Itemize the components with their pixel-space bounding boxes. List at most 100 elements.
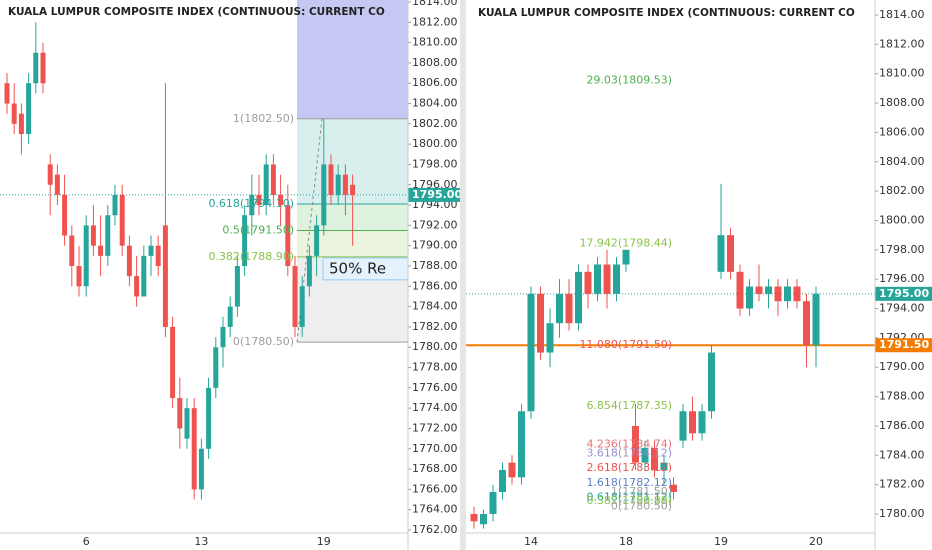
candle-body [698, 411, 706, 434]
chart-title: KUALA LUMPUR COMPOSITE INDEX (CONTINUOUS… [8, 6, 385, 18]
fib-label: 0.618(1781.12) [586, 491, 672, 504]
fib-label: 1(1781.50) [611, 485, 672, 498]
candle-body [141, 255, 147, 297]
fib-label: 0(1780.50) [611, 500, 672, 513]
candle-body [62, 194, 68, 236]
candle-body [321, 164, 327, 226]
chart-title: KUALA LUMPUR COMPOSITE INDEX (CONTINUOUS… [478, 7, 855, 19]
fib-label: 1.618(1782.12) [586, 476, 672, 489]
candle-body [584, 271, 592, 294]
candle-body [54, 174, 60, 195]
candle-body [256, 194, 262, 206]
candle-body [306, 255, 312, 287]
candle-body [717, 235, 725, 272]
fib-top-zone [297, 0, 408, 119]
y-tick-label: 1794.00 [879, 302, 925, 315]
candle-body [184, 408, 190, 439]
candle-body [727, 235, 734, 272]
candle-body [651, 447, 658, 470]
candle-body [765, 286, 772, 294]
y-tick-label: 1782.00 [412, 320, 458, 333]
panel-divider [460, 0, 466, 550]
y-tick-label: 1786.00 [879, 419, 925, 432]
y-tick-label: 1798.00 [412, 157, 458, 170]
x-tick-label: 19 [714, 535, 728, 548]
y-tick-label: 1788.00 [412, 259, 458, 272]
candle-body [162, 225, 168, 327]
y-tick-label: 1790.00 [879, 360, 925, 373]
candle-body [112, 194, 118, 216]
candle-body [689, 411, 696, 434]
candle-body [622, 249, 630, 265]
candle-body [26, 83, 32, 134]
y-tick-label: 1810.00 [412, 36, 458, 49]
candle-body [90, 225, 96, 246]
fib-label: 11.080(1791.50) [579, 338, 672, 351]
candle-body [170, 326, 176, 398]
y-tick-label: 1806.00 [412, 76, 458, 89]
candle-body [4, 83, 10, 104]
candle-body [774, 286, 782, 302]
candle-body [242, 215, 248, 266]
y-tick-label: 1796.00 [412, 178, 458, 191]
y-tick-label: 1798.00 [879, 243, 925, 256]
candle-body [119, 194, 125, 246]
fib-label: 0.5(1791.50) [222, 223, 294, 236]
candle-body [575, 271, 582, 324]
candle-body [40, 52, 46, 84]
candle-body [470, 514, 478, 522]
y-tick-label: 1772.00 [412, 421, 458, 434]
candle-body [518, 411, 525, 478]
candle-body [641, 447, 649, 463]
candle-body [708, 352, 715, 412]
candle-body [670, 484, 677, 492]
plot-left: 1(1802.50) 0.618(1794.10) 0.5(1791.50) 0.38… [0, 0, 408, 500]
candle-body [632, 425, 639, 463]
candle-body [83, 225, 89, 287]
axis-left: 6 13 19 1762.00 1764.00 1766.00 1768.00 1770.00… [83, 0, 465, 548]
candle-body [755, 286, 763, 294]
candle-body [350, 184, 356, 195]
candle-body [206, 387, 212, 449]
y-tick-label: 1784.00 [879, 448, 925, 461]
candle-body [285, 205, 291, 266]
candle-body [76, 266, 82, 287]
candle-body [292, 266, 298, 327]
price-label: 1795.00 [879, 287, 929, 300]
y-tick-label: 1776.00 [412, 381, 458, 394]
fib-label: 4.236(1784.74) [586, 437, 672, 450]
x-tick-label: 20 [809, 535, 823, 548]
candle-body [33, 52, 39, 84]
y-tick-label: 1800.00 [879, 213, 925, 226]
candle-body [270, 164, 276, 195]
candle-body [234, 266, 240, 307]
candle-body [784, 286, 791, 302]
price-label: 1795.00 [412, 188, 462, 201]
candle-body [191, 408, 197, 490]
candle-body [314, 225, 320, 256]
candle-body [126, 245, 132, 277]
price-box [875, 286, 932, 301]
candle-body [812, 293, 820, 346]
y-tick-label: 1796.00 [879, 272, 925, 285]
candle-body [527, 293, 535, 412]
y-tick-label: 1812.00 [412, 15, 458, 28]
candle-body [537, 293, 544, 353]
y-tick-label: 1780.00 [879, 507, 925, 520]
y-tick-label: 1808.00 [879, 96, 925, 109]
y-tick-label: 1788.00 [879, 390, 925, 403]
candle-body [98, 245, 104, 256]
y-tick-label: 1778.00 [412, 361, 458, 374]
candle-body [249, 194, 255, 216]
y-tick-label: 1802.00 [412, 117, 458, 130]
fib-label: 0.382(1780.88) [586, 494, 672, 507]
y-tick-label: 1784.00 [412, 300, 458, 313]
fib-label: 0.618(1794.10) [208, 197, 294, 210]
fib-label: 2.618(1783.12) [586, 461, 672, 474]
fib-label: 0(1780.50) [233, 335, 294, 348]
y-tick-label: 1780.00 [412, 340, 458, 353]
candle-body [335, 174, 341, 195]
y-tick-label: 1792.00 [412, 218, 458, 231]
candle-body [746, 286, 753, 309]
